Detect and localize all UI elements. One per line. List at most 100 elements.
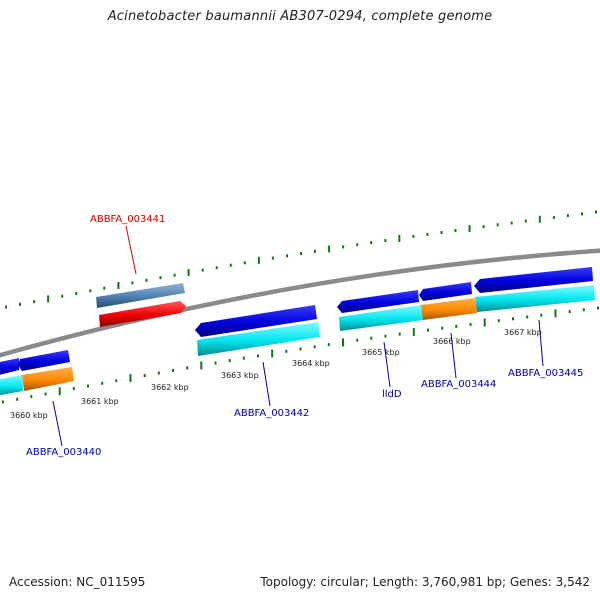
minor-tick [370,241,373,245]
minor-tick [426,233,429,236]
minor-tick [228,359,231,363]
minor-tick [540,313,543,317]
gene-blue-lldD[interactable] [337,290,419,313]
minor-tick [101,381,104,385]
minor-tick [173,273,176,277]
minor-tick [44,392,47,396]
minor-tick [512,317,514,321]
gene-track-reverse [0,267,593,376]
leader-003441 [125,225,137,275]
genome-backbone [0,248,600,358]
minor-tick [356,338,359,342]
major-tick [257,256,260,264]
gene-orange-003444[interactable] [421,298,477,320]
major-tick [398,235,401,242]
major-tick [328,245,331,253]
minor-tick [299,347,302,351]
minor-tick [143,374,146,377]
gene-label-lldD[interactable]: lldD [382,389,402,400]
gene-label-003445[interactable]: ABBFA_003445 [508,368,583,379]
gene-label-003442[interactable]: ABBFA_003442 [234,408,309,419]
lower-tick-row [2,306,599,404]
minor-tick [61,294,64,298]
minor-tick [455,324,458,328]
tick-label: 3661 kbp [81,397,119,406]
gene-blue-003445[interactable] [474,267,593,293]
minor-tick [87,384,89,388]
leader-003442 [262,361,271,407]
minor-tick [19,302,21,306]
gene-blue-003442[interactable] [195,305,317,337]
gene-cyan-003445[interactable] [475,285,595,312]
minor-tick [157,371,160,375]
minor-tick [482,225,485,229]
genome-summary-text: Topology: circular; Length: 3,760,981 bp… [260,575,590,589]
minor-tick [454,229,457,232]
tick-label: 3660 kbp [10,411,48,420]
minor-tick [242,356,245,360]
minor-tick [33,300,36,304]
minor-tick [115,379,118,383]
minor-tick [186,366,189,370]
minor-tick [103,286,106,290]
minor-tick [16,397,19,401]
minor-tick [159,276,162,280]
gene-label-003444[interactable]: ABBFA_003444 [421,379,496,390]
major-tick [412,328,415,337]
gene-red-003441[interactable] [99,301,186,327]
major-tick [187,269,190,277]
minor-tick [496,223,499,227]
accession-text: Accession: NC_011595 [9,575,146,589]
minor-tick [257,354,259,358]
leader-003444 [450,332,457,379]
major-tick [342,338,344,347]
minor-tick [384,239,387,242]
minor-tick [89,289,92,293]
gene-label-003441[interactable]: ABBFA_003441 [90,214,165,225]
tick-label: 3666 kbp [433,337,471,346]
minor-tick [469,322,472,326]
minor-tick [5,305,7,309]
major-tick [483,318,486,327]
minor-tick [201,268,204,272]
minor-tick [172,369,174,372]
gene-blue-left[interactable] [0,358,19,376]
leader-003445 [538,319,544,367]
major-tick [271,349,274,358]
minor-tick [595,210,597,214]
gene-blue-003444[interactable] [419,282,472,301]
minor-tick [229,263,232,267]
tick-label: 3667 kbp [504,328,542,337]
minor-tick [342,245,345,249]
gene-label-003440[interactable]: ABBFA_003440 [26,447,101,458]
minor-tick [412,234,415,238]
minor-tick [131,281,134,285]
leader-lldD [383,341,391,388]
minor-tick [327,343,330,347]
minor-tick [285,349,288,353]
minor-tick [271,256,274,260]
gene-steel-003441[interactable] [96,283,185,308]
gene-cyan-lldD[interactable] [339,305,423,331]
major-tick [58,387,61,396]
major-tick [538,215,541,223]
minor-tick [510,221,513,225]
minor-tick [581,212,583,216]
major-tick [554,309,557,318]
minor-tick [441,326,444,330]
gene-cyan-003442[interactable] [197,322,320,356]
tick-label: 3665 kbp [362,348,400,357]
minor-tick [552,216,555,219]
major-tick [47,295,50,303]
minor-tick [214,361,217,365]
minor-tick [2,400,4,404]
leader-003440 [52,400,63,447]
gene-cyan-left[interactable] [0,375,23,396]
minor-tick [497,319,500,323]
minor-tick [145,278,148,282]
gene-blue-003440[interactable] [18,350,70,371]
gene-orange-003440[interactable] [22,367,74,391]
minor-tick [384,334,387,338]
minor-tick [427,328,429,332]
